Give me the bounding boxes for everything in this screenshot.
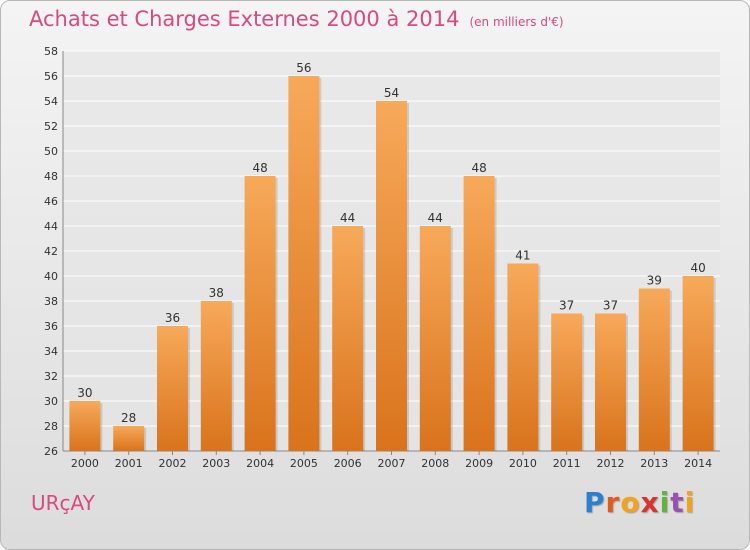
x-tick-label: 2012 — [597, 457, 625, 470]
data-label: 44 — [428, 211, 443, 225]
x-tick-label: 2004 — [246, 457, 274, 470]
x-tick-label: 2010 — [509, 457, 537, 470]
y-tick-label: 38 — [44, 295, 58, 308]
bar — [288, 76, 320, 451]
logo-letter: x — [640, 486, 660, 519]
data-label: 30 — [77, 386, 92, 400]
y-tick-label: 36 — [44, 320, 58, 333]
data-label: 48 — [252, 161, 267, 175]
chart-unit-label: (en milliers d'€) — [469, 15, 564, 29]
bar — [69, 401, 101, 451]
data-label: 41 — [515, 249, 530, 263]
bar — [682, 276, 714, 451]
y-tick-label: 40 — [44, 270, 58, 283]
x-tick-label: 2007 — [378, 457, 406, 470]
x-tick-label: 2002 — [159, 457, 187, 470]
x-tick-label: 2014 — [684, 457, 712, 470]
y-tick-label: 34 — [44, 345, 58, 358]
logo-letter: i — [659, 486, 671, 519]
y-tick-label: 54 — [44, 95, 58, 108]
y-tick-label: 32 — [44, 370, 58, 383]
data-label: 37 — [559, 299, 574, 313]
bar — [200, 301, 232, 451]
chart-title: Achats et Charges Externes 2000 à 2014 (e… — [29, 7, 564, 31]
data-label: 44 — [340, 211, 355, 225]
proxiti-logo: Proxiti — [584, 486, 695, 519]
y-tick-label: 56 — [44, 70, 58, 83]
commune-name: URçAY — [31, 491, 95, 515]
data-label: 40 — [690, 261, 705, 275]
y-tick-label: 46 — [44, 195, 58, 208]
bar — [419, 226, 451, 451]
x-tick-label: 2013 — [640, 457, 668, 470]
data-label: 37 — [603, 299, 618, 313]
x-tick-label: 2000 — [71, 457, 99, 470]
x-tick-label: 2005 — [290, 457, 318, 470]
data-label: 48 — [471, 161, 486, 175]
x-tick-label: 2001 — [115, 457, 143, 470]
bar — [332, 226, 364, 451]
bar — [113, 426, 145, 451]
bar — [463, 176, 495, 451]
y-tick-label: 48 — [44, 170, 58, 183]
x-tick-label: 2006 — [334, 457, 362, 470]
x-tick-label: 2011 — [553, 457, 581, 470]
data-label: 54 — [384, 86, 399, 100]
bar — [507, 263, 539, 451]
bar — [244, 176, 276, 451]
y-tick-label: 26 — [44, 445, 58, 458]
y-tick-label: 30 — [44, 395, 58, 408]
data-label: 56 — [296, 61, 311, 75]
data-label: 36 — [165, 311, 180, 325]
bar — [376, 101, 407, 451]
chart-title-text: Achats et Charges Externes 2000 à 2014 — [29, 7, 460, 31]
x-tick-label: 2008 — [421, 457, 449, 470]
x-tick-label: 2003 — [202, 457, 230, 470]
logo-letter: i — [684, 486, 696, 519]
bar — [551, 313, 583, 451]
y-tick-label: 44 — [44, 220, 58, 233]
y-tick-label: 50 — [44, 145, 58, 158]
logo-letter: o — [620, 486, 641, 519]
y-tick-label: 42 — [44, 245, 58, 258]
y-tick-label: 28 — [44, 420, 58, 433]
data-label: 38 — [209, 286, 224, 300]
bar — [595, 313, 626, 451]
y-tick-label: 52 — [44, 120, 58, 133]
x-tick-label: 2009 — [465, 457, 493, 470]
logo-letter: P — [584, 486, 606, 519]
logo-letter: r — [605, 486, 621, 519]
bar — [157, 326, 188, 451]
y-tick-label: 58 — [44, 45, 58, 58]
logo-letter: t — [670, 486, 685, 519]
data-label: 28 — [121, 411, 136, 425]
bar — [638, 288, 670, 451]
data-label: 39 — [647, 274, 662, 288]
